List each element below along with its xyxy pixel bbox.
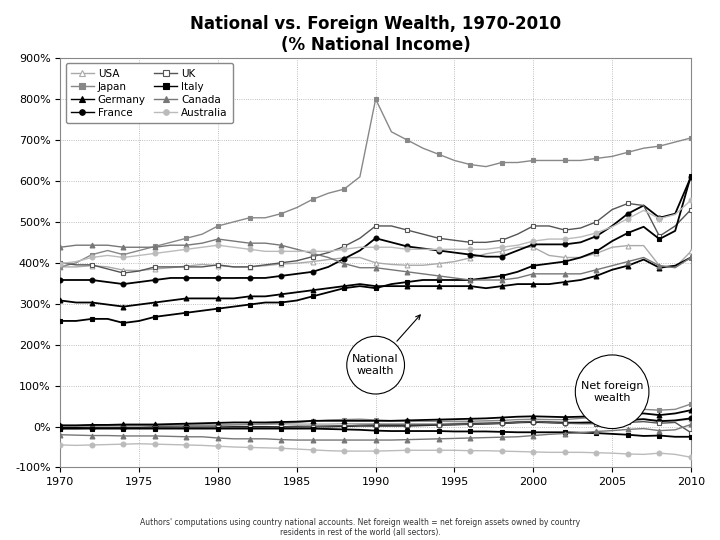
Text: Net foreign
wealth: Net foreign wealth: [581, 381, 644, 420]
Text: National
wealth: National wealth: [352, 315, 420, 376]
Title: National vs. Foreign Wealth, 1970-2010
(% National Income): National vs. Foreign Wealth, 1970-2010 (…: [190, 15, 561, 54]
Legend: USA, Japan, Germany, France, UK, Italy, Canada, Australia: USA, Japan, Germany, France, UK, Italy, …: [66, 63, 233, 123]
Text: Authors' computations using country national accounts. Net foreign wealth = net : Authors' computations using country nati…: [140, 518, 580, 537]
